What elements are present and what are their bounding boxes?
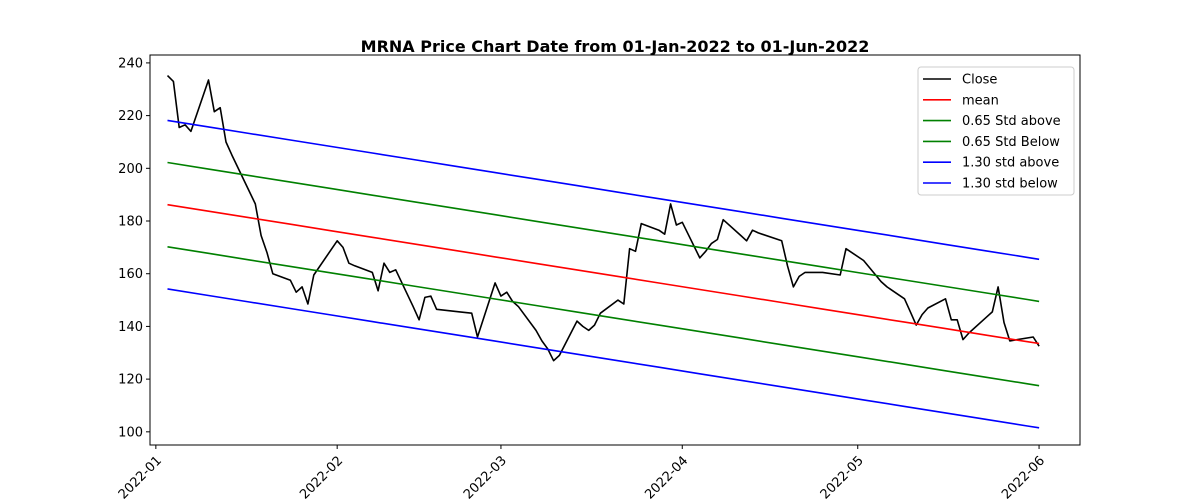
series-line-0-65-std-above — [167, 161, 1040, 303]
y-axis: 100 120 140 160 180 200 220 240 — [118, 56, 150, 440]
y-tick-label: 120 — [118, 373, 143, 388]
y-tick-label: 160 — [118, 267, 143, 282]
y-tick-label: 100 — [118, 425, 143, 440]
x-tick-label: 2022-05 — [818, 453, 867, 500]
x-tick-label: 2022-01 — [116, 453, 165, 500]
x-axis: 2022-01 2022-02 2022-03 2022-04 2022-05 2022-… — [116, 445, 1048, 500]
x-tick-label: 2022-02 — [297, 453, 346, 500]
series-line-1-30-std-above — [167, 119, 1040, 261]
y-tick-label: 140 — [118, 320, 143, 335]
y-tick-label: 200 — [118, 162, 143, 177]
legend-box — [917, 66, 1075, 196]
x-tick-label: 2022-06 — [999, 453, 1048, 500]
series-line-0-65-std-below — [167, 246, 1040, 387]
y-tick-label: 220 — [118, 109, 143, 124]
x-tick-label: 2022-04 — [642, 453, 691, 500]
legend: Close mean 0.65 Std above 0.65 Std Below 1.3… — [917, 66, 1075, 196]
legend-label: 1.30 std below — [962, 177, 1058, 192]
y-tick-label: 180 — [118, 215, 143, 230]
series-layer — [166, 75, 1040, 429]
y-tick-label: 240 — [118, 56, 143, 71]
x-tick-label: 2022-03 — [461, 453, 510, 500]
legend-label: mean — [962, 93, 999, 108]
legend-label: 0.65 Std Below — [962, 135, 1060, 150]
series-line-close — [166, 75, 1040, 362]
series-line-1-30-std-below — [167, 288, 1040, 429]
series-line-mean — [167, 203, 1040, 345]
legend-items: Close mean 0.65 Std above 0.65 Std Below 1.3… — [923, 73, 1061, 192]
plot-area — [149, 54, 1081, 446]
plot-frame — [149, 54, 1081, 446]
legend-label: Close — [962, 73, 997, 88]
legend-label: 1.30 std above — [962, 156, 1059, 171]
chart-title: MRNA Price Chart Date from 01-Jan-2022 t… — [361, 37, 870, 56]
legend-label: 0.65 Std above — [962, 114, 1061, 129]
